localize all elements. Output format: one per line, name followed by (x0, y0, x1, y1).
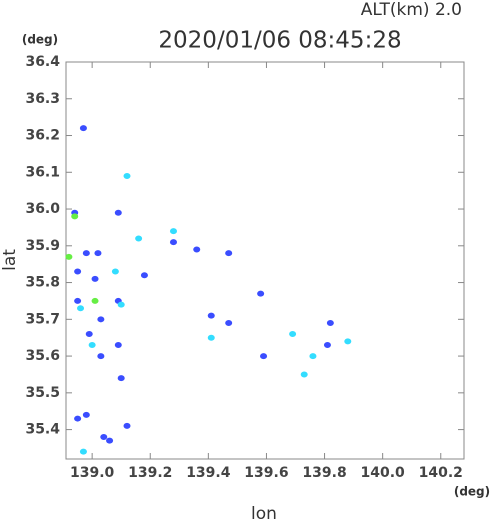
y-tick-label: 36.3 (25, 91, 60, 107)
echo-point (114, 342, 122, 349)
plot-frame (65, 61, 465, 460)
y-tick-label: 35.9 (25, 238, 60, 254)
x-tick-label: 139.0 (70, 465, 115, 481)
echo-point (82, 250, 90, 257)
echo-point (91, 297, 99, 304)
x-tick-label: 140.2 (419, 465, 463, 481)
echo-point (140, 272, 148, 279)
echo-point (225, 250, 233, 257)
y-tick-label: 36.4 (25, 54, 60, 70)
echo-point (111, 268, 119, 275)
echo-point (169, 239, 177, 246)
echo-point (169, 228, 177, 235)
echo-point (74, 415, 82, 422)
y-tick-label: 35.7 (25, 311, 60, 327)
echo-point (309, 353, 317, 360)
echo-point (193, 246, 201, 253)
x-tick-label: 139.4 (186, 465, 231, 481)
echo-point (74, 268, 82, 275)
echo-point (94, 250, 102, 257)
echo-point (300, 371, 308, 378)
echo-point (344, 338, 352, 345)
echo-point (71, 213, 79, 220)
echo-point (123, 172, 131, 179)
echo-point (85, 331, 93, 338)
y-unit: (deg) (22, 33, 58, 47)
x-axis-label: lon (251, 504, 277, 521)
chart-title: 2020/01/06 08:45:28 (158, 28, 401, 54)
echo-point (114, 209, 122, 216)
echo-point (79, 125, 87, 132)
echo-point (323, 342, 331, 349)
echo-point (207, 334, 215, 341)
x-tick-label: 139.2 (128, 465, 172, 481)
y-tick-label: 35.4 (25, 422, 60, 438)
echo-point (100, 433, 108, 440)
echo-point (74, 297, 82, 304)
x-unit: (deg) (454, 485, 490, 499)
echo-point (79, 448, 87, 455)
echo-point (289, 331, 297, 338)
echo-point (123, 422, 131, 429)
chart-subtitle: ALT(km) 2.0 (361, 0, 462, 20)
echo-point (117, 375, 125, 382)
y-tick-label: 35.6 (25, 348, 60, 364)
echo-point (88, 342, 96, 349)
echo-point (91, 275, 99, 282)
echo-point (82, 411, 90, 418)
y-axis-label: lat (0, 249, 20, 271)
echo-point (117, 301, 125, 308)
echo-point (135, 235, 143, 242)
echo-point (106, 437, 114, 444)
echo-point (65, 253, 73, 260)
y-tick-label: 36.2 (25, 128, 60, 144)
echo-point (225, 319, 233, 326)
echo-point (97, 353, 105, 360)
x-tick-label: 139.6 (244, 465, 288, 481)
echo-point (326, 319, 334, 326)
echo-point (97, 316, 105, 323)
echo-point (260, 353, 268, 360)
echo-point (207, 312, 215, 319)
echo-point (257, 290, 265, 297)
echo-point (77, 305, 85, 312)
x-tick-label: 139.8 (302, 465, 346, 481)
y-tick-label: 35.5 (25, 385, 60, 401)
y-tick-label: 36.1 (25, 164, 60, 180)
y-tick-label: 35.8 (25, 275, 60, 291)
y-tick-label: 36.0 (25, 201, 60, 217)
x-tick-label: 140.0 (361, 465, 406, 481)
